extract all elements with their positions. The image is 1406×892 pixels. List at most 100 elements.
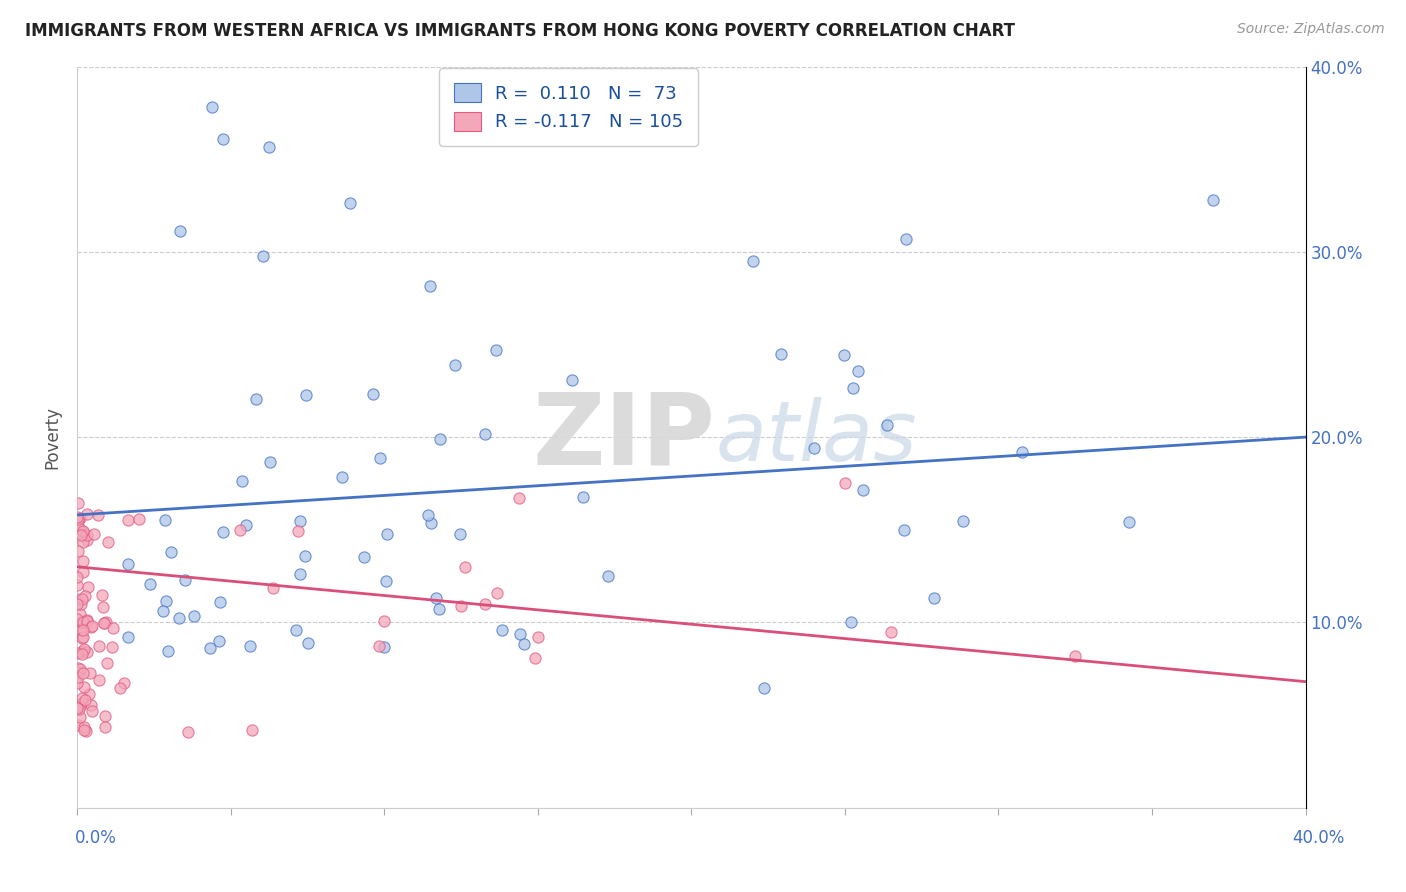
Point (72, 644, 94, 658)
Point (420, 516, 443, 530)
Text: atlas: atlas (716, 397, 918, 477)
Point (852, 483, 875, 498)
Point (425, 591, 447, 606)
Point (69, 710, 91, 724)
Point (619, 119, 641, 133)
Point (508, 491, 530, 506)
Point (66, 510, 89, 524)
Point (67, 496, 90, 510)
Point (880, 624, 903, 639)
Point (73, 720, 96, 734)
Point (235, 517, 257, 532)
Point (211, 525, 233, 540)
Point (69, 607, 91, 622)
Point (285, 623, 308, 637)
Point (93, 615, 115, 630)
Point (741, 254, 763, 268)
Point (752, 681, 775, 695)
Point (66, 512, 89, 526)
Point (183, 608, 205, 623)
Point (76, 533, 98, 548)
Point (374, 574, 396, 588)
Point (572, 490, 595, 504)
Point (80, 704, 103, 718)
Point (87, 508, 110, 523)
Point (208, 634, 231, 648)
Point (66, 544, 89, 558)
Point (896, 232, 918, 246)
Point (66, 519, 89, 533)
Point (841, 381, 863, 395)
Point (485, 343, 508, 358)
Point (373, 615, 395, 629)
Point (211, 132, 233, 146)
Point (1011, 445, 1033, 459)
Point (368, 640, 391, 654)
Point (173, 574, 195, 588)
Point (295, 388, 318, 402)
Point (70, 631, 93, 645)
Point (72, 623, 94, 637)
Point (893, 523, 915, 537)
Point (454, 559, 477, 574)
Point (70, 647, 93, 661)
Point (66, 670, 89, 684)
Point (72, 615, 94, 630)
Point (73, 642, 96, 657)
Point (846, 364, 869, 378)
Point (561, 373, 583, 387)
Point (67, 665, 90, 679)
Point (70, 597, 93, 611)
Point (288, 514, 311, 528)
Point (231, 474, 253, 488)
Point (509, 627, 531, 641)
Point (80, 620, 103, 634)
Point (66, 514, 89, 528)
Point (75, 693, 97, 707)
Point (67, 521, 90, 535)
Point (72, 630, 94, 644)
Point (93, 720, 115, 734)
Point (229, 523, 252, 537)
Text: Source: ZipAtlas.com: Source: ZipAtlas.com (1237, 22, 1385, 37)
Point (76, 614, 98, 628)
Point (252, 249, 274, 263)
Point (177, 725, 200, 739)
Point (70, 591, 93, 606)
Point (96, 656, 118, 670)
Point (69, 511, 91, 525)
Point (169, 224, 191, 238)
Point (76, 613, 98, 627)
Point (373, 640, 395, 655)
Point (474, 427, 496, 442)
Point (79, 665, 101, 680)
Point (156, 644, 179, 658)
Point (69, 698, 91, 713)
Point (72, 524, 94, 539)
Point (239, 640, 262, 654)
Point (72, 690, 94, 705)
Point (169, 610, 191, 624)
Point (523, 651, 546, 665)
Point (80, 698, 103, 712)
Point (159, 545, 181, 559)
Point (69, 520, 91, 534)
Point (72, 615, 94, 630)
Point (67, 702, 90, 716)
Point (80, 618, 103, 632)
Point (117, 557, 139, 571)
Point (70, 528, 93, 542)
Point (93, 616, 115, 631)
Point (75, 724, 97, 739)
Point (90, 588, 112, 602)
Point (69, 662, 91, 676)
Point (1202, 193, 1225, 207)
Point (66, 661, 89, 675)
Point (257, 140, 280, 154)
Point (416, 508, 439, 523)
Point (245, 392, 267, 406)
Legend: R =  0.110   N =  73, R = -0.117   N = 105: R = 0.110 N = 73, R = -0.117 N = 105 (439, 68, 697, 146)
Point (155, 594, 177, 608)
Point (66, 700, 89, 714)
Point (834, 476, 856, 491)
